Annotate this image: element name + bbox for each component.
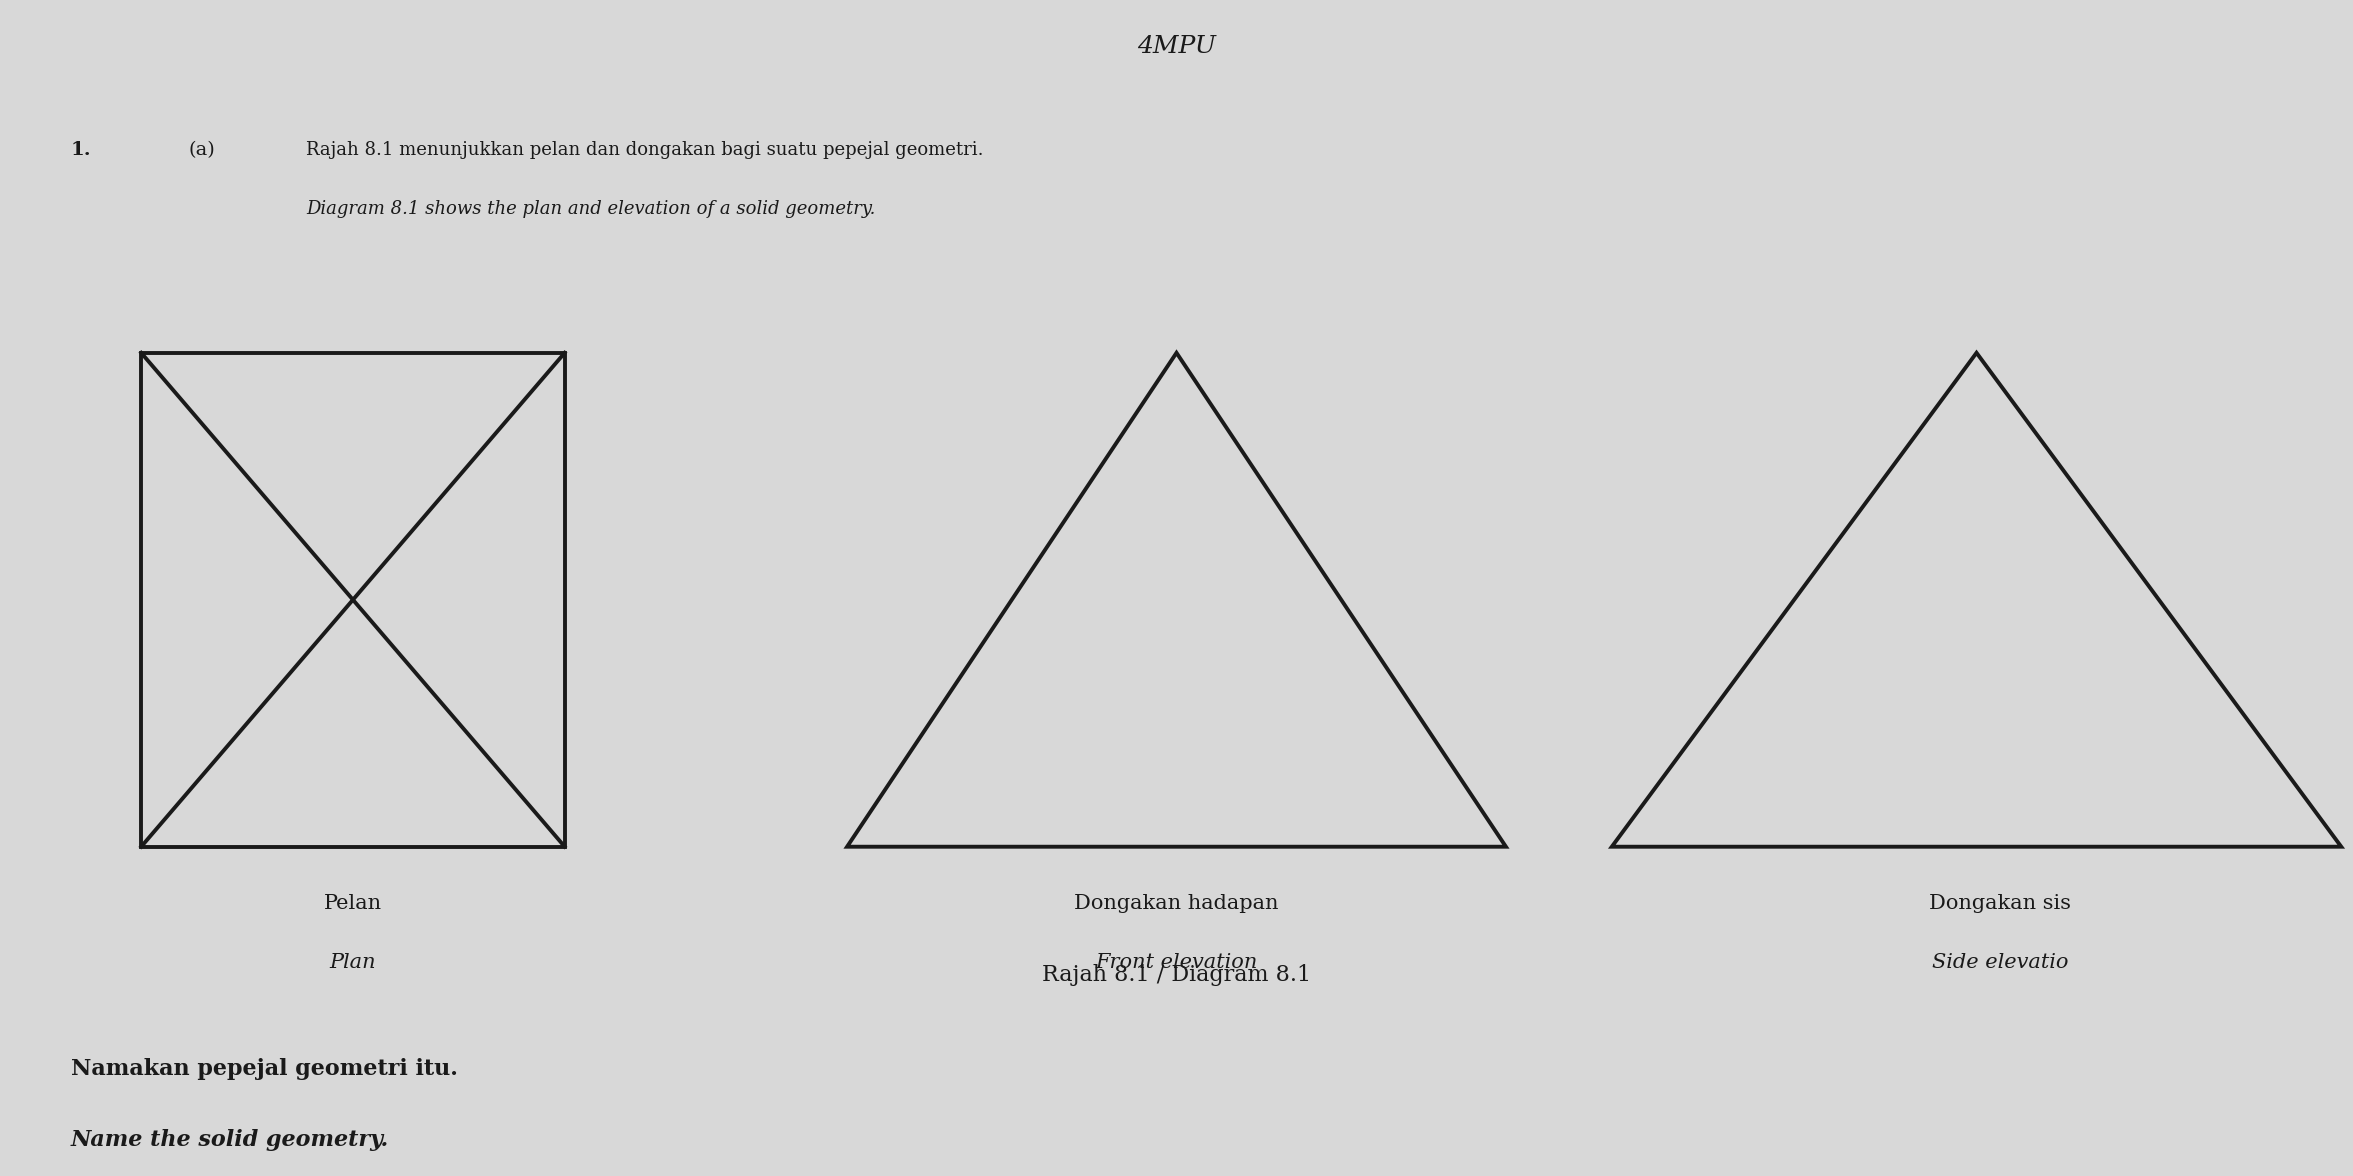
Text: Plan: Plan (329, 953, 376, 971)
Text: Namakan pepejal geometri itu.: Namakan pepejal geometri itu. (71, 1058, 456, 1081)
Text: Dongakan hadapan: Dongakan hadapan (1075, 894, 1278, 913)
Text: Name the solid geometry.: Name the solid geometry. (71, 1129, 388, 1151)
Text: Rajah 8.1 / Diagram 8.1: Rajah 8.1 / Diagram 8.1 (1042, 964, 1311, 987)
Text: 1.: 1. (71, 141, 92, 159)
Text: (a): (a) (188, 141, 214, 159)
Text: Front elevation: Front elevation (1094, 953, 1259, 971)
Text: Side elevatio: Side elevatio (1932, 953, 2068, 971)
Text: Pelan: Pelan (325, 894, 381, 913)
Text: Dongakan sis: Dongakan sis (1929, 894, 2071, 913)
Text: 4MPU: 4MPU (1136, 35, 1217, 59)
Text: Rajah 8.1 menunjukkan pelan dan dongakan bagi suatu pepejal geometri.: Rajah 8.1 menunjukkan pelan dan dongakan… (306, 141, 984, 159)
Text: Diagram 8.1 shows the plan and elevation of a solid geometry.: Diagram 8.1 shows the plan and elevation… (306, 200, 875, 218)
